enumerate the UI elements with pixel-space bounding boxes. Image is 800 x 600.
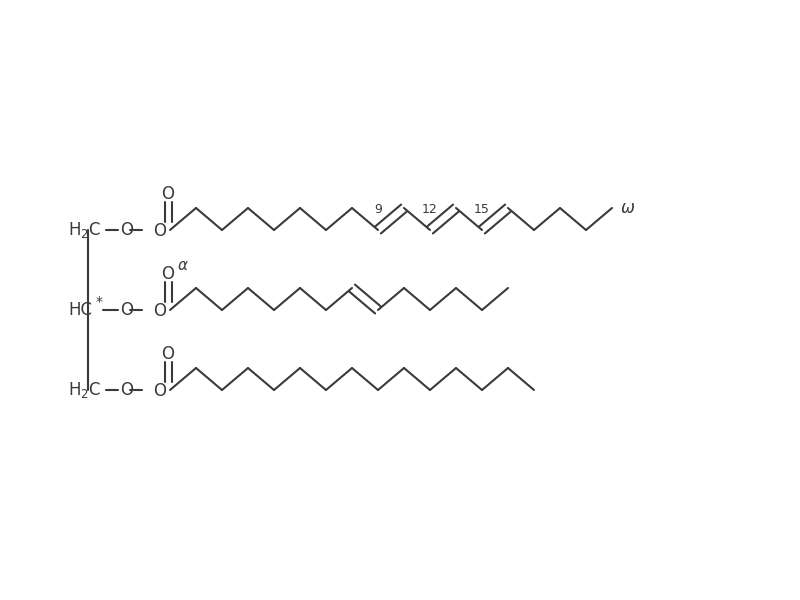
Text: 9: 9 (374, 203, 382, 216)
Text: H$_2$C: H$_2$C (68, 220, 102, 240)
Text: 15: 15 (474, 203, 490, 216)
Text: O: O (153, 382, 166, 400)
Text: *: * (96, 295, 103, 309)
Text: O: O (153, 302, 166, 320)
Text: H$_2$C: H$_2$C (68, 380, 102, 400)
Text: $\omega$: $\omega$ (620, 199, 635, 217)
Text: O: O (162, 345, 174, 363)
Text: O: O (162, 265, 174, 283)
Text: $\alpha$: $\alpha$ (177, 258, 189, 273)
Text: 12: 12 (422, 203, 438, 216)
Text: O: O (120, 301, 133, 319)
Text: O: O (153, 222, 166, 240)
Text: HC: HC (68, 301, 92, 319)
Text: O: O (162, 185, 174, 203)
Text: O: O (120, 221, 133, 239)
Text: O: O (120, 381, 133, 399)
